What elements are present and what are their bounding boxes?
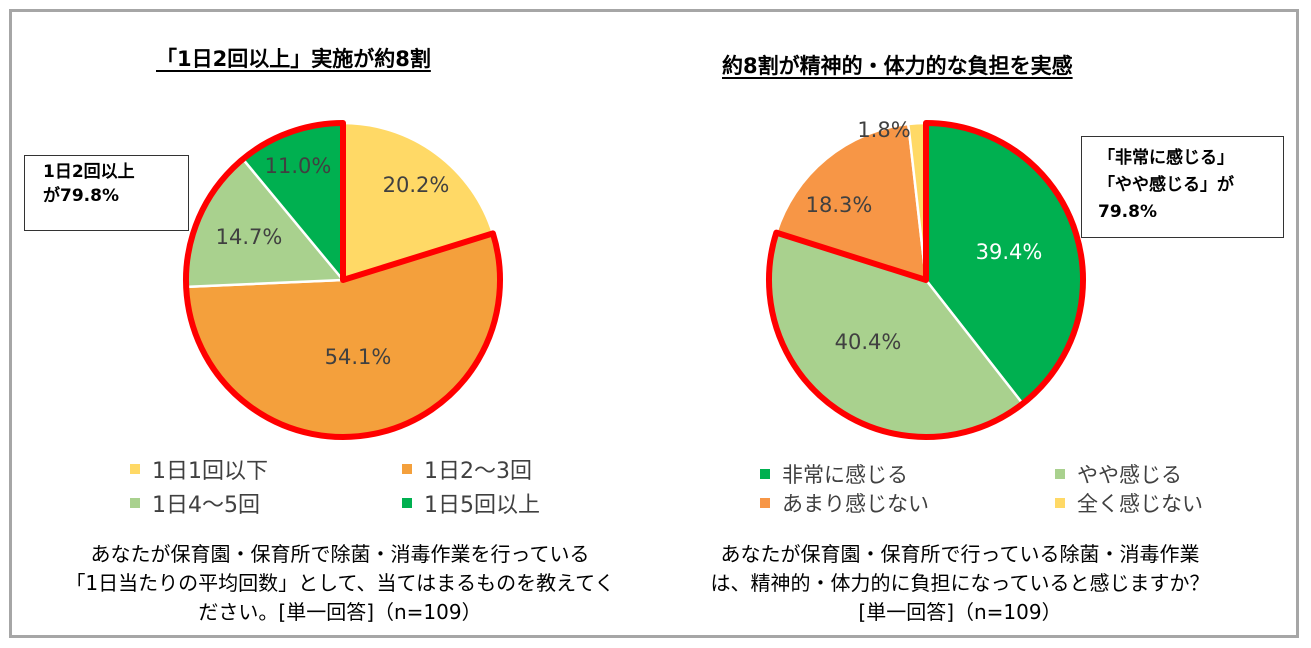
chart-1-highlight-outline (183, 120, 503, 440)
legend-swatch (130, 498, 140, 508)
chart-1-question-line-3: ださい。[単一回答]（n=109） (198, 600, 482, 624)
chart-2-data-label-1: 39.4% (976, 240, 1043, 264)
chart-2-title: 約8割が精神的・体力的な負担を実感 (722, 54, 1073, 78)
chart-2-question-line-3: [単一回答]（n=109） (858, 600, 1062, 624)
legend-swatch (760, 498, 770, 508)
chart-1-callout: 1日2回以上 が79.8% (24, 155, 189, 231)
chart-1-legend-item-3: 1日4〜5回 (130, 487, 260, 519)
chart-2-data-label-3: 18.3% (806, 193, 873, 217)
chart-1-callout-line-2: が79.8% (43, 186, 119, 206)
legend-label: 全く感じない (1077, 492, 1203, 516)
legend-swatch (1055, 469, 1065, 479)
chart-2-callout-line-2: 「やや感じる」が (1098, 175, 1234, 195)
chart-1-data-label-1: 20.2% (383, 173, 450, 197)
chart-2-legend-item-1: 非常に感じる (760, 459, 908, 489)
chart-2-slice-3 (775, 122, 928, 282)
chart-2-data-label-2: 40.4% (835, 330, 902, 354)
legend-label: 1日1回以下 (152, 459, 268, 484)
chart-1-question-line-2: 「1日当たりの平均回数」として、当てはまるものを教えてく (65, 571, 615, 595)
chart-2-legend-item-3: あまり感じない (760, 488, 929, 518)
legend-swatch (1055, 498, 1065, 508)
chart-2-legend-item-4: 全く感じない (1055, 488, 1203, 518)
chart-1-legend-item-1: 1日1回以下 (130, 453, 268, 485)
chart-2-data-label-4: 1.8% (857, 118, 910, 142)
legend-label: 非常に感じる (782, 463, 908, 487)
chart-1-question: あなたが保育園・保育所で除菌・消毒作業を行っている 「1日当たりの平均回数」とし… (40, 540, 640, 627)
chart-2-highlight-outline (766, 120, 1086, 440)
chart-1-legend-item-4: 1日5回以上 (402, 487, 540, 519)
chart-1-title: 「1日2回以上」実施が約8割 (156, 47, 431, 71)
legend-swatch (402, 464, 412, 474)
legend-swatch (402, 498, 412, 508)
legend-label: やや感じる (1077, 463, 1182, 487)
chart-1-callout-line-1: 1日2回以上 (43, 162, 135, 182)
chart-1-slice-1 (341, 121, 495, 282)
chart-2-callout-line-1: 「非常に感じる」 (1098, 148, 1234, 168)
legend-label: 1日2〜3回 (424, 459, 532, 484)
legend-swatch (130, 464, 140, 474)
legend-label: あまり感じない (782, 492, 929, 516)
legend-swatch (760, 469, 770, 479)
chart-1-data-label-4: 11.0% (265, 154, 332, 178)
legend-label: 1日4〜5回 (152, 493, 260, 518)
legend-label: 1日5回以上 (424, 493, 540, 518)
chart-2-callout-line-3: 79.8% (1098, 202, 1157, 222)
chart-2-legend-item-2: やや感じる (1055, 459, 1182, 489)
chart-1-question-line-1: あなたが保育園・保育所で除菌・消毒作業を行っている (90, 542, 590, 566)
chart-1-data-label-3: 14.7% (216, 225, 283, 249)
chart-2-question: あなたが保育園・保育所で行っている除菌・消毒作業 は、精神的・体力的に負担になっ… (660, 540, 1260, 627)
chart-2-question-line-2: は、精神的・体力的に負担になっていると感じますか？ (710, 571, 1210, 595)
chart-2-callout: 「非常に感じる」 「やや感じる」が 79.8% (1081, 136, 1284, 238)
chart-2-question-line-1: あなたが保育園・保育所で行っている除菌・消毒作業 (720, 542, 1200, 566)
chart-1-legend-item-2: 1日2〜3回 (402, 453, 532, 485)
chart-1-data-label-2: 54.1% (325, 345, 392, 369)
